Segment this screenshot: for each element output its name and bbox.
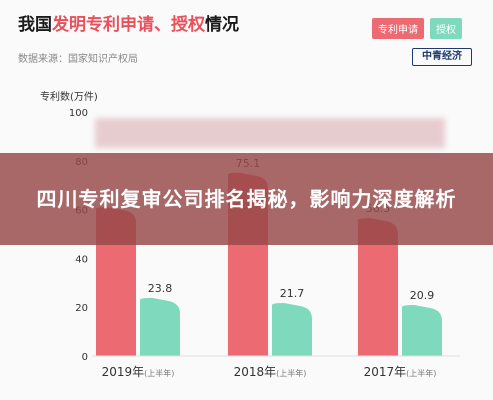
legend-invention: 专利申请 bbox=[372, 18, 424, 39]
legend: 专利申请 授权 bbox=[372, 18, 462, 39]
bar-value-label: 21.7 bbox=[280, 287, 305, 300]
x-tick-label: 2017年(上半年) bbox=[364, 365, 437, 379]
y-axis-label: 专利数(万件) bbox=[40, 92, 98, 103]
blurred-background bbox=[95, 118, 445, 148]
data-source: 数据来源：国家知识产权局 bbox=[18, 54, 138, 65]
headline-banner: 四川专利复审公司排名揭秘，影响力深度解析 bbox=[0, 153, 493, 245]
headline-text: 四川专利复审公司排名揭秘，影响力深度解析 bbox=[36, 187, 457, 211]
y-tick-label: 0 bbox=[82, 352, 88, 363]
page-title: 我国发明专利申请、授权情况 bbox=[18, 10, 239, 35]
y-tick-label: 20 bbox=[75, 303, 88, 314]
bar-grant bbox=[272, 303, 312, 356]
title-accent: 发明专利申请、授权 bbox=[52, 15, 205, 35]
brand-logo: 中青经济 bbox=[412, 48, 472, 66]
x-tick-label: 2018年(上半年) bbox=[234, 365, 307, 379]
legend-grant: 授权 bbox=[430, 18, 462, 39]
x-axis: 2019年(上半年) 2018年(上半年) 2017年(上半年) bbox=[92, 355, 460, 379]
y-tick-label: 100 bbox=[69, 108, 88, 119]
title-prefix: 我国 bbox=[18, 15, 52, 35]
bar-value-label: 23.8 bbox=[148, 282, 173, 295]
bar-invention bbox=[358, 218, 398, 356]
bar-grant bbox=[140, 297, 180, 356]
y-tick-label: 40 bbox=[75, 254, 88, 265]
title-suffix: 情况 bbox=[205, 15, 239, 35]
x-tick-label: 2019年(上半年) bbox=[102, 365, 175, 379]
bar-value-label: 20.9 bbox=[410, 289, 435, 302]
bar-grant bbox=[402, 305, 442, 356]
